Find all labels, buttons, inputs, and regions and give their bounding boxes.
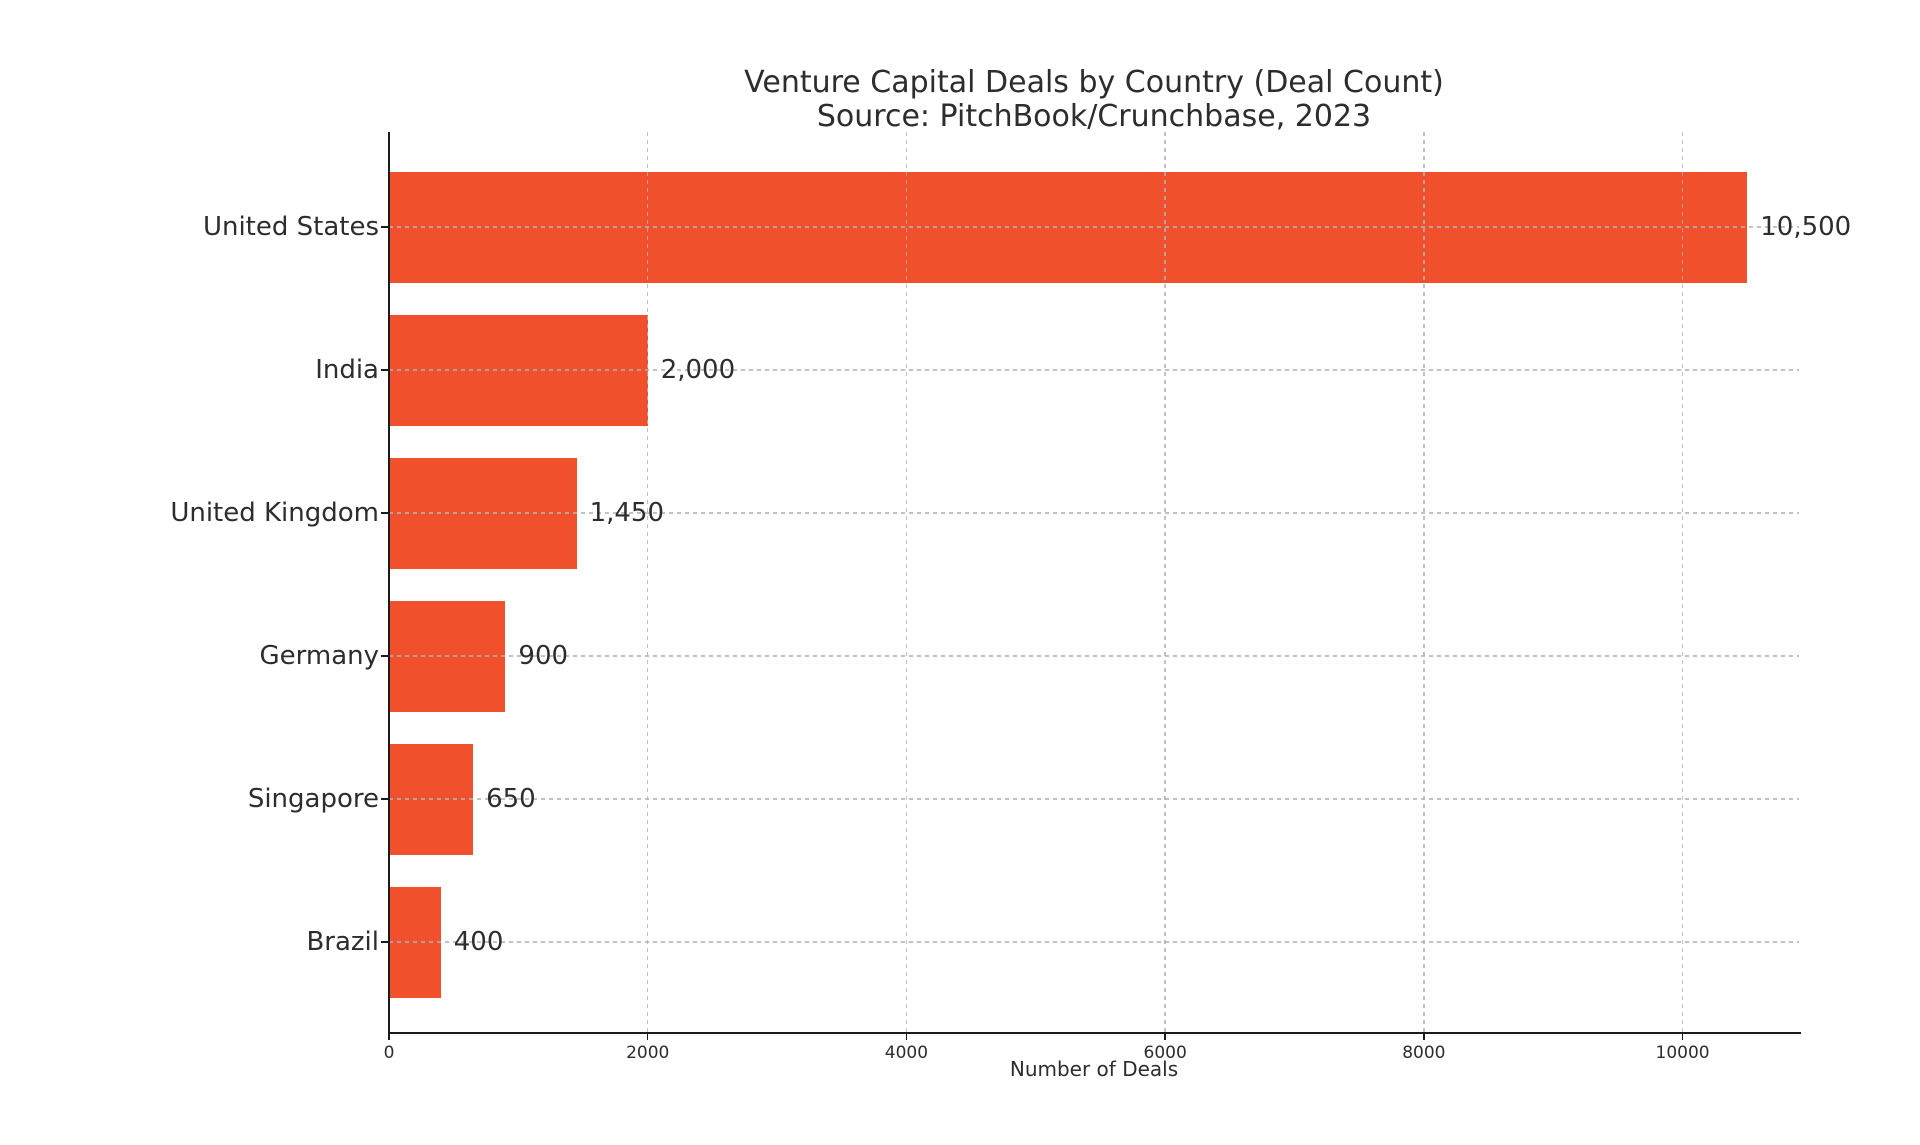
value-label: 2,000 xyxy=(660,355,736,385)
x-tick-label: 10000 xyxy=(1655,1043,1710,1063)
x-tick-label: 0 xyxy=(383,1043,395,1063)
y-gridline xyxy=(389,941,1799,943)
category-label: Brazil xyxy=(306,927,379,957)
category-label: Singapore xyxy=(247,784,379,814)
x-tick-label: 8000 xyxy=(1402,1043,1446,1063)
y-axis-line xyxy=(387,132,390,1034)
x-tick-label: 2000 xyxy=(626,1043,670,1063)
y-gridline xyxy=(389,512,1799,514)
x-axis-line xyxy=(387,1032,1801,1034)
chart-title: Venture Capital Deals by Country (Deal C… xyxy=(744,65,1444,100)
y-gridline xyxy=(389,226,1799,228)
y-tick-mark xyxy=(381,512,389,514)
value-label: 900 xyxy=(518,641,569,671)
value-label: 400 xyxy=(453,927,504,957)
y-gridline xyxy=(389,369,1799,371)
category-label: India xyxy=(315,355,379,385)
x-gridline xyxy=(1164,132,1166,1032)
x-tick-label: 4000 xyxy=(884,1043,929,1063)
chart-subtitle: Source: PitchBook/Crunchbase, 2023 xyxy=(816,99,1372,134)
x-gridline xyxy=(1681,132,1684,1032)
y-tick-mark xyxy=(381,226,389,228)
x-tick-mark xyxy=(905,1032,908,1040)
x-gridline xyxy=(905,132,908,1032)
x-tick-mark xyxy=(1681,1032,1684,1040)
category-label: Germany xyxy=(259,641,379,671)
y-tick-mark xyxy=(381,941,389,943)
y-tick-mark xyxy=(381,655,389,657)
category-label: United States xyxy=(202,212,379,242)
y-tick-mark xyxy=(381,798,389,800)
y-tick-mark xyxy=(381,369,389,371)
x-tick-mark xyxy=(388,1032,390,1040)
y-gridline xyxy=(389,798,1799,800)
x-tick-mark xyxy=(1164,1032,1166,1040)
x-tick-label: 6000 xyxy=(1143,1043,1187,1063)
x-gridline xyxy=(646,132,649,1032)
value-label: 1,450 xyxy=(589,498,664,528)
x-tick-mark xyxy=(1423,1032,1425,1040)
x-tick-mark xyxy=(646,1032,649,1040)
x-gridline xyxy=(1423,132,1425,1032)
value-label: 650 xyxy=(486,784,536,814)
category-label: United Kingdom xyxy=(170,498,379,528)
x-axis-title: Number of Deals xyxy=(1009,1057,1179,1081)
value-label: 10,500 xyxy=(1760,212,1852,242)
y-gridline xyxy=(389,655,1799,657)
